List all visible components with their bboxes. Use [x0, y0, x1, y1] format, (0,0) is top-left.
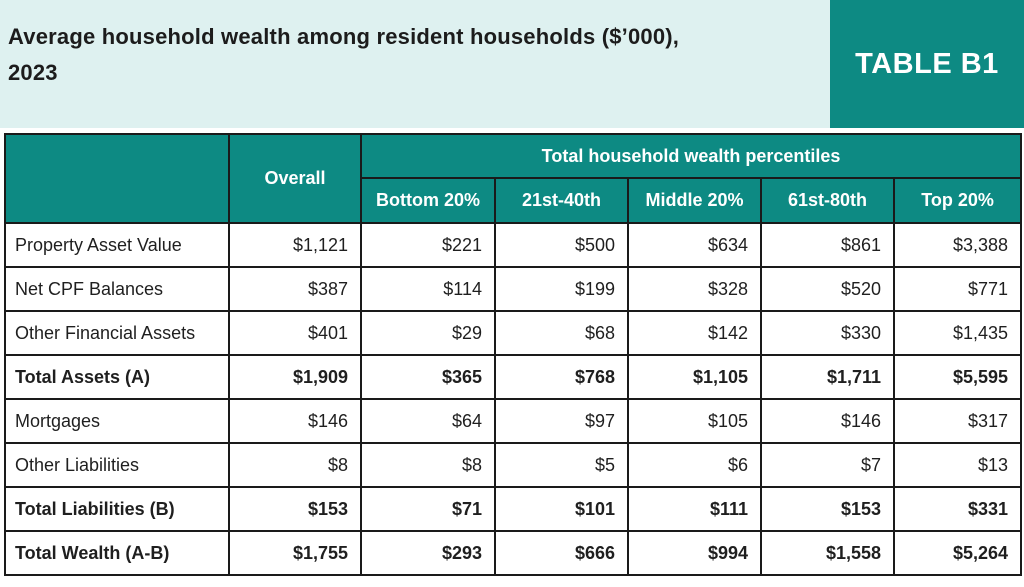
cell-value: $3,388 [892, 222, 1023, 268]
column-header-bottom-20: Bottom 20% [360, 177, 496, 224]
header-sub-row: Bottom 20% 21st-40th Middle 20% 61st-80t… [5, 177, 1023, 224]
row-label: Total Assets (A) [4, 354, 230, 400]
cell-value: $330 [760, 310, 895, 356]
column-header-middle-20: Middle 20% [627, 177, 762, 224]
cell-value: $8 [228, 442, 362, 488]
cell-value: $64 [360, 398, 496, 444]
cell-value: $1,105 [627, 354, 762, 400]
corner-cell [4, 133, 230, 224]
header-bar: Average household wealth among resident … [0, 0, 1024, 128]
column-group-header: Total household wealth percentiles [359, 133, 1023, 179]
cell-value: $771 [892, 266, 1023, 312]
cell-value: $111 [627, 486, 762, 532]
cell-value: $293 [360, 530, 496, 576]
column-header-top-20: Top 20% [892, 177, 1023, 224]
wealth-table: Overall Total household wealth percentil… [4, 133, 1023, 576]
cell-value: $500 [494, 222, 629, 268]
cell-value: $13 [892, 442, 1023, 488]
cell-value: $146 [228, 398, 362, 444]
cell-value: $1,558 [760, 530, 895, 576]
header-group-row: Overall Total household wealth percentil… [4, 133, 1023, 224]
cell-value: $105 [627, 398, 762, 444]
table-row-net-cpf-balances: Net CPF Balances $387 $114 $199 $328 $52… [4, 266, 1023, 312]
column-header-overall: Overall [228, 133, 362, 224]
cell-value: $387 [228, 266, 362, 312]
cell-value: $146 [760, 398, 895, 444]
cell-value: $1,121 [228, 222, 362, 268]
cell-value: $1,755 [228, 530, 362, 576]
cell-value: $634 [627, 222, 762, 268]
cell-value: $666 [494, 530, 629, 576]
table-row-mortgages: Mortgages $146 $64 $97 $105 $146 $317 [4, 398, 1023, 444]
cell-value: $68 [494, 310, 629, 356]
cell-value: $199 [494, 266, 629, 312]
column-header-61st-80th: 61st-80th [760, 177, 895, 224]
table-container: Overall Total household wealth percentil… [4, 133, 1024, 576]
table-row-property-asset-value: Property Asset Value $1,121 $221 $500 $6… [4, 222, 1023, 268]
cell-value: $861 [760, 222, 895, 268]
cell-value: $5,595 [892, 354, 1023, 400]
cell-value: $365 [360, 354, 496, 400]
row-label: Total Liabilities (B) [4, 486, 230, 532]
title-area: Average household wealth among resident … [0, 0, 830, 128]
cell-value: $5 [494, 442, 629, 488]
cell-value: $328 [627, 266, 762, 312]
row-label: Net CPF Balances [4, 266, 230, 312]
cell-value: $97 [494, 398, 629, 444]
cell-value: $29 [360, 310, 496, 356]
row-label: Property Asset Value [4, 222, 230, 268]
cell-value: $71 [360, 486, 496, 532]
cell-value: $114 [360, 266, 496, 312]
cell-value: $8 [360, 442, 496, 488]
row-label: Other Financial Assets [4, 310, 230, 356]
cell-value: $153 [760, 486, 895, 532]
row-label: Total Wealth (A-B) [4, 530, 230, 576]
cell-value: $6 [627, 442, 762, 488]
column-header-21st-40th: 21st-40th [494, 177, 629, 224]
page-title-line-2: 2023 [8, 60, 58, 85]
cell-value: $331 [892, 486, 1023, 532]
cell-value: $221 [360, 222, 496, 268]
cell-value: $142 [627, 310, 762, 356]
table-row-other-financial-assets: Other Financial Assets $401 $29 $68 $142… [4, 310, 1023, 356]
cell-value: $768 [494, 354, 629, 400]
cell-value: $153 [228, 486, 362, 532]
cell-value: $101 [494, 486, 629, 532]
cell-value: $5,264 [892, 530, 1023, 576]
table-row-other-liabilities: Other Liabilities $8 $8 $5 $6 $7 $13 [4, 442, 1023, 488]
table-badge: TABLE B1 [830, 0, 1024, 128]
cell-value: $317 [892, 398, 1023, 444]
table-row-total-assets: Total Assets (A) $1,909 $365 $768 $1,105… [4, 354, 1023, 400]
cell-value: $1,711 [760, 354, 895, 400]
cell-value: $7 [760, 442, 895, 488]
cell-value: $401 [228, 310, 362, 356]
cell-value: $520 [760, 266, 895, 312]
row-label: Other Liabilities [4, 442, 230, 488]
row-label: Mortgages [4, 398, 230, 444]
cell-value: $1,435 [892, 310, 1023, 356]
cell-value: $1,909 [228, 354, 362, 400]
table-row-total-wealth: Total Wealth (A-B) $1,755 $293 $666 $994… [4, 530, 1023, 576]
cell-value: $994 [627, 530, 762, 576]
table-row-total-liabilities: Total Liabilities (B) $153 $71 $101 $111… [4, 486, 1023, 532]
page-title-line-1: Average household wealth among resident … [8, 24, 680, 49]
